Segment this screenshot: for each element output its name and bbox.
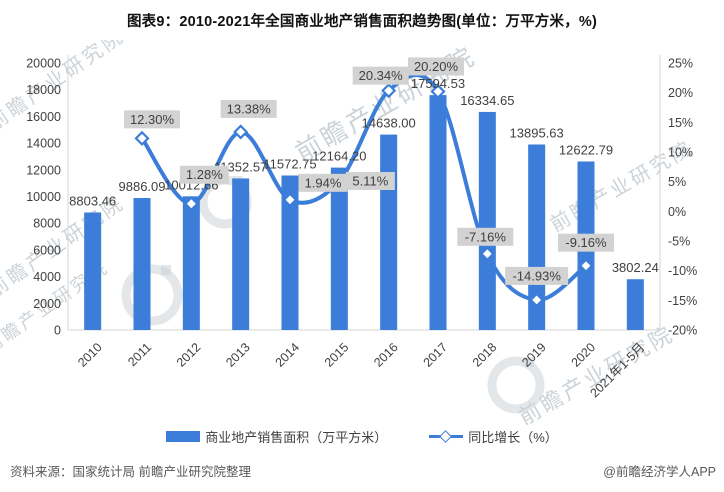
bar-value-label: 16334.65 [460, 93, 514, 108]
left-axis-tick-label: 6000 [33, 243, 61, 257]
x-tick-label: 2017 [421, 340, 451, 370]
x-tick-label: 2018 [470, 340, 500, 370]
legend-line-diamond-swatch-icon [429, 429, 464, 443]
legend-item-sales-area: 商业地产销售面积（万平方米） [166, 427, 387, 446]
growth-label-box [352, 66, 409, 85]
line-marker-2017 [430, 83, 446, 100]
x-tick-label: 2011 [125, 340, 154, 369]
bar-2018 [478, 111, 496, 330]
line-marker-2013 [233, 124, 249, 140]
legend-bar-swatch-icon [166, 430, 201, 442]
growth-label: 12.30% [130, 112, 175, 127]
left-axis-tick-label: 14000 [26, 137, 61, 151]
credit-note: @前瞻经济学人APP [603, 465, 716, 479]
growth-label: 20.34% [359, 68, 404, 83]
bar-value-label: 8803.46 [69, 193, 116, 208]
right-axis-tick-label: 0% [668, 205, 686, 219]
growth-label: 1.28% [186, 167, 223, 182]
left-axis-tick-label: 18000 [26, 83, 61, 97]
bar-2011 [133, 198, 151, 330]
growth-label-box [558, 233, 614, 252]
right-axis-tick-label: -5% [668, 235, 690, 249]
bar-value-label: 9886.09 [119, 179, 166, 194]
right-axis-tick-label: 15% [668, 116, 693, 130]
right-axis-tick-label: 5% [668, 175, 686, 189]
right-axis-tick-label: 20% [668, 86, 693, 100]
line-marker-2011 [134, 130, 150, 146]
right-axis-tick-label: 10% [668, 146, 693, 160]
growth-label-box [179, 165, 229, 184]
x-tick-label: 2014 [273, 340, 303, 370]
growth-label: -9.16% [565, 235, 607, 250]
chart-canvas: 前瞻产业研究院 前瞻产业研究院前瞻产业研究院前瞻产业研究院前瞻产业研究院前瞻产业研… [0, 40, 697, 425]
right-axis-tick-label: -15% [668, 294, 697, 308]
left-axis-tick-label: 12000 [26, 163, 61, 177]
x-tick-label: 2012 [174, 340, 204, 370]
chart-title: 图表9：2010-2021年全国商业地产销售面积趋势图(单位：万平方米，%) [126, 14, 598, 30]
bar-2014 [281, 175, 299, 330]
line-marker-2020 [578, 258, 594, 274]
watermark-text: 前瞻产业研究院 [0, 40, 129, 135]
bar-value-label: 17594.53 [411, 76, 465, 91]
bar-2013 [232, 178, 250, 330]
bar-2016 [380, 134, 398, 330]
growth-label: 20.20% [414, 59, 459, 74]
chart-legend: 商业地产销售面积（万平方米） 同比增长（%） [0, 427, 724, 445]
x-tick-label: 2015 [322, 340, 352, 370]
left-axis-tick-label: 0 [54, 324, 61, 338]
watermark-logo-icon [161, 265, 172, 275]
line-marker-2012 [183, 196, 199, 212]
bar-2010 [84, 212, 102, 330]
growth-label: 1.94% [305, 175, 342, 190]
left-axis-tick-label: 2000 [33, 297, 61, 311]
left-axis-tick-label: 8000 [33, 217, 61, 231]
bar-value-label: 11572.75 [263, 157, 316, 172]
line-marker-2019 [529, 292, 545, 308]
right-axis-tick-label: -20% [668, 324, 697, 338]
source-note: 资料来源：国家统计局 前瞻产业研究院整理 [10, 465, 251, 479]
bar-2012 [182, 196, 200, 330]
growth-label-box [298, 173, 348, 192]
watermark-logo-icon [121, 264, 183, 326]
chart-footer: 资料来源：国家统计局 前瞻产业研究院整理 @前瞻经济学人APP [0, 461, 724, 480]
watermark-logo-icon [524, 357, 535, 367]
growth-label-box [408, 57, 464, 76]
legend-item-growth: 同比增长（%） [429, 427, 558, 446]
growth-label-box [505, 266, 569, 285]
bar-2017 [429, 95, 447, 330]
bar-value-label: 3802.24 [612, 260, 659, 275]
bar-value-label: 12164.20 [312, 149, 366, 164]
bar-value-label: 12622.79 [559, 142, 613, 157]
x-tick-label: 2016 [371, 340, 401, 370]
x-tick-label: 2010 [75, 340, 105, 370]
growth-label-box [124, 110, 180, 129]
growth-label-box [345, 172, 395, 191]
right-axis-tick-label: -10% [668, 264, 697, 278]
line-marker-2014 [282, 192, 298, 208]
x-tick-label: 2013 [223, 340, 253, 370]
bar-2021年1-5月 [626, 279, 644, 330]
bar-2015 [330, 167, 348, 330]
growth-label: -14.93% [512, 268, 561, 283]
left-axis-tick-label: 4000 [33, 270, 61, 284]
legend-label: 同比增长（%） [468, 429, 558, 445]
watermark-logo-icon [487, 356, 545, 414]
bar-value-label: 14638.00 [362, 116, 416, 131]
growth-label-box [220, 99, 277, 118]
left-axis-tick-label: 16000 [26, 110, 61, 124]
bar-value-label: 13895.63 [510, 125, 564, 140]
line-marker-2016 [381, 83, 397, 99]
left-axis-tick-label: 10000 [26, 190, 61, 204]
right-axis-tick-label: 25% [668, 57, 693, 71]
legend-label: 商业地产销售面积（万平方米） [205, 429, 388, 445]
growth-label: 13.38% [227, 101, 272, 116]
line-marker-2018 [479, 246, 495, 262]
growth-label: 5.11% [352, 174, 388, 189]
growth-label: -7.16% [465, 229, 507, 244]
growth-label-box [457, 227, 514, 246]
left-axis-tick-label: 20000 [26, 57, 61, 71]
